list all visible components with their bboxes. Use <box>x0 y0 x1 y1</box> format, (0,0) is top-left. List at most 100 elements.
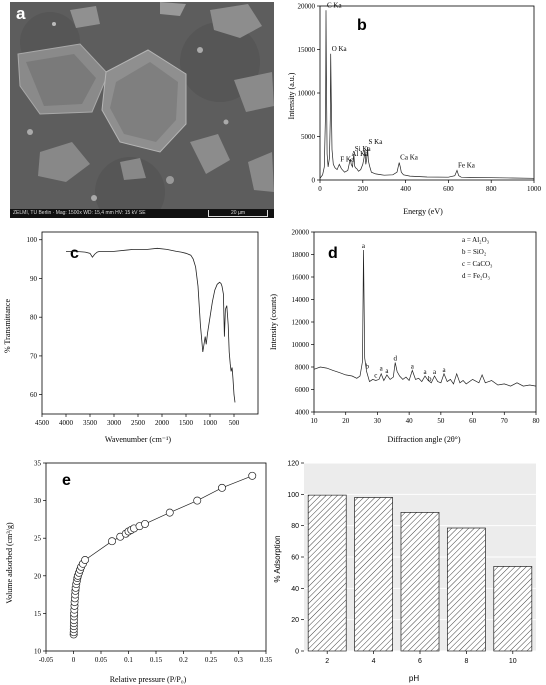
sem-info-bar: ZELMI, TU Berlin · Mag: 1500x WD: 15,4 m… <box>10 209 274 218</box>
panel-d-plot-frame <box>313 231 537 413</box>
panel-d-ytick-label: 8000 <box>295 364 310 372</box>
panel-f-ytick-label: 80 <box>291 523 299 530</box>
eds-peak-label: Ca Ka <box>400 154 419 162</box>
eds-spectrum-chart: b Energy (eV) Intensity (a.u.) 0 200 400 60… <box>287 1 542 216</box>
panel-e-xtick-label: 0.2 <box>179 656 188 664</box>
panel-c: c Wavenumber (cm⁻¹) % Transmittance 4500… <box>0 226 270 448</box>
panel-e-xtick-label: 0.35 <box>260 656 273 664</box>
panel-d-xtick-label: 40 <box>406 417 414 425</box>
legend-item: a = Al₂O₃ <box>462 236 490 244</box>
panel-c-xtick-label: 2500 <box>131 419 146 427</box>
panel-b-ytick-label: 5000 <box>301 133 316 141</box>
panel-c-ytick-label: 60 <box>30 391 38 399</box>
panel-a-letter: a <box>16 4 26 23</box>
panel-b-xtick-label: 600 <box>443 185 454 193</box>
panel-c-xtick-label: 3500 <box>83 419 98 427</box>
isotherm-point <box>248 471 257 480</box>
panel-e-ytick-label: 25 <box>34 535 42 543</box>
panel-c-xtick-label: 3000 <box>107 419 122 427</box>
panel-e-ytick-label: 35 <box>34 460 42 468</box>
legend-item: d = Fe₂O₃ <box>462 272 490 280</box>
panel-b: b Energy (eV) Intensity (a.u.) 0 200 400 60… <box>282 0 546 222</box>
panel-d-xtick-label: 50 <box>437 417 445 425</box>
eds-peak-label: Al Ka <box>351 150 369 158</box>
panel-f-ytick-label: 120 <box>287 461 299 468</box>
legend-item: c = CaCO₃ <box>462 260 493 268</box>
ftir-chart: c Wavenumber (cm⁻¹) % Transmittance 4500… <box>3 231 259 444</box>
panel-e-ylabel: Volume adsorbed (cm³/g) <box>5 522 14 604</box>
xrd-peak-letter: a <box>423 368 427 376</box>
panel-b-xtick-label: 0 <box>318 185 322 193</box>
panel-d-letter: d <box>328 245 338 262</box>
panel-b-xtick-label: 200 <box>358 185 369 193</box>
panel-d-xlabel: Diffraction angle (2θ°) <box>387 435 460 444</box>
xrd-peak-letter: a <box>385 367 389 375</box>
panel-f-ytick-label: 100 <box>287 492 299 499</box>
panel-e-ytick-label: 20 <box>34 572 42 580</box>
isotherm-line <box>73 475 253 635</box>
xrd-peak-letter: d <box>393 355 397 363</box>
panel-c-ytick-label: 100 <box>27 236 38 244</box>
panel-c-xlabel: Wavenumber (cm⁻¹) <box>105 435 172 444</box>
panel-d-xtick-label: 10 <box>311 417 319 425</box>
panel-f-xtick-label: 2 <box>325 658 329 665</box>
panel-b-letter: b <box>357 17 367 34</box>
panel-e-xtick-label: 0.05 <box>95 656 108 664</box>
isotherm-point <box>81 556 90 564</box>
isotherm-point <box>108 537 116 546</box>
panel-c-letter: c <box>70 245 79 262</box>
panel-f-xtick-label: 10 <box>509 658 517 665</box>
panel-e-ytick-label: 10 <box>34 648 42 656</box>
panel-f-ytick-label: 20 <box>291 617 299 624</box>
xrd-legend: a = Al₂O₃ b = SiO₂ c = CaCO₃ d = Fe₂O₃ <box>462 236 493 280</box>
panel-d-ytick-label: 14000 <box>292 296 310 304</box>
panel-d-ytick-label: 4000 <box>295 409 310 417</box>
panel-e-xtick-label: 0 <box>72 656 76 664</box>
panel-e-letter: e <box>62 472 71 489</box>
panel-d-xtick-label: 80 <box>533 417 541 425</box>
xrd-peak-letter: b <box>366 362 370 370</box>
panel-d-ytick-label: 10000 <box>292 341 310 349</box>
panel-c-ytick-label: 70 <box>30 352 38 360</box>
panel-c-xtick-label: 2000 <box>155 419 170 427</box>
xrd-peak-letter: a <box>433 368 437 376</box>
panel-f-ytick-label: 60 <box>291 555 299 562</box>
panel-e-ytick-label: 30 <box>34 497 42 505</box>
panel-c-xtick-label: 4000 <box>59 419 74 427</box>
xrd-chart: d a = Al₂O₃ b = SiO₂ c = CaCO₃ d = Fe₂O₃… <box>269 229 541 445</box>
panel-f-ytick-label: 40 <box>291 586 299 593</box>
panel-d-ytick-label: 12000 <box>292 319 310 327</box>
panel-f-ylabel: % Adsorption <box>273 535 282 582</box>
panel-c-ytick-label: 90 <box>30 275 38 283</box>
ph-bar <box>447 527 486 652</box>
panel-d-xtick-label: 30 <box>374 417 382 425</box>
panel-e-xlabel: Relative pressure (P/P₀) <box>110 675 187 684</box>
ph-bar <box>307 494 347 652</box>
isotherm-point <box>141 519 149 528</box>
panel-b-ytick-label: 10000 <box>298 90 316 98</box>
panel-d-ylabel: Intensity (counts) <box>269 294 278 351</box>
panel-b-ytick-label: 20000 <box>298 3 316 11</box>
panel-c-ylabel: % Transmittance <box>3 299 12 353</box>
panel-d-xtick-label: 60 <box>469 417 477 425</box>
panel-f-xtick-label: 4 <box>372 658 376 665</box>
isotherm-chart: e Relative pressure (P/P₀) Volume adsorb… <box>5 460 273 685</box>
panel-b-ytick-label: 0 <box>312 177 316 185</box>
xrd-peak-letter: a <box>362 242 366 250</box>
isotherm-point <box>165 508 174 517</box>
eds-spectrum-line <box>319 10 535 179</box>
panel-d-ytick-label: 16000 <box>292 274 310 282</box>
xrd-peak-letter: b <box>428 375 432 383</box>
xrd-peak-letter: c <box>374 371 377 379</box>
panel-d-xtick-label: 70 <box>501 417 509 425</box>
panel-c-xtick-label: 500 <box>229 419 240 427</box>
eds-peak-label: C Ka <box>327 1 342 9</box>
panel-e-xtick-label: 0.25 <box>205 656 218 664</box>
panel-e-ytick-label: 15 <box>34 610 42 618</box>
panel-d-ytick-label: 6000 <box>295 386 310 394</box>
eds-peak-label: S Ka <box>369 138 384 146</box>
xrd-pattern-line <box>313 249 537 387</box>
panel-e-xtick-label: -0.05 <box>39 656 54 664</box>
